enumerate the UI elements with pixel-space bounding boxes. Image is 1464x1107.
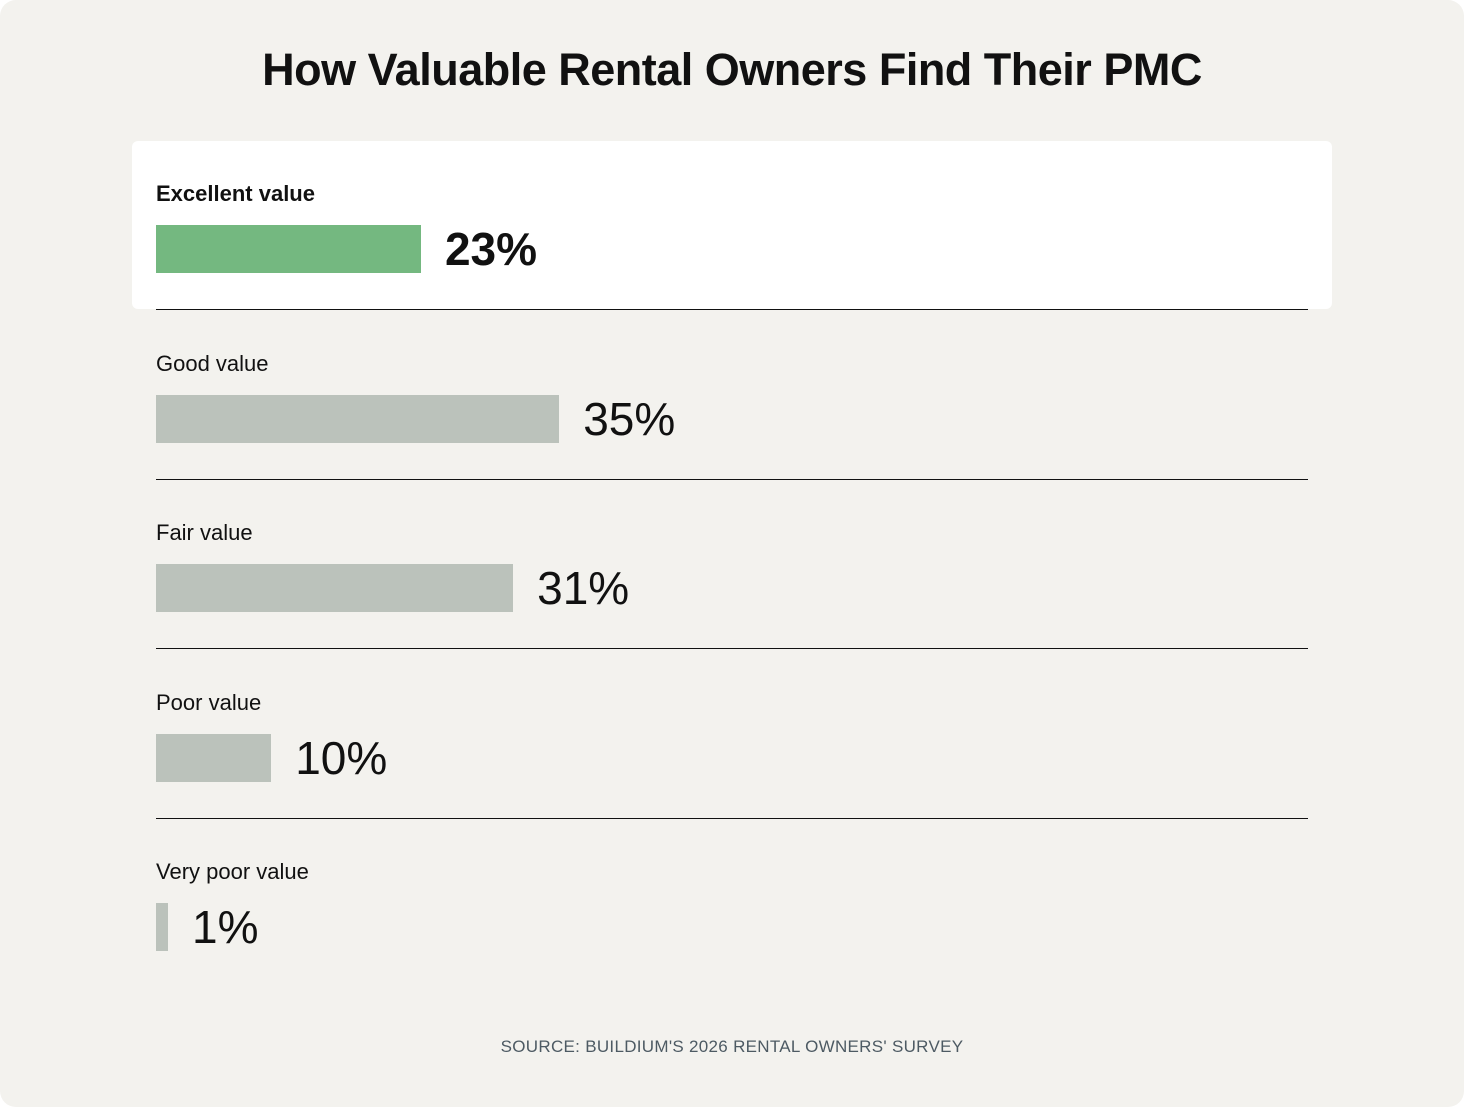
- row-divider: [156, 309, 1308, 310]
- row-divider: [156, 648, 1308, 649]
- value-label: 1%: [192, 901, 259, 953]
- bar: [156, 903, 168, 951]
- bar-row: Poor value 10%: [132, 650, 1332, 818]
- bar-row: Excellent value 23%: [132, 141, 1332, 309]
- value-label: 35%: [583, 392, 676, 445]
- value-label: 31%: [537, 562, 630, 614]
- bar: [156, 733, 272, 782]
- bar: [156, 564, 514, 612]
- category-label: Good value: [156, 350, 269, 376]
- row-divider: [156, 478, 1308, 480]
- value-label: 10%: [295, 731, 388, 784]
- bar: [156, 394, 560, 443]
- bar: [156, 225, 421, 273]
- value-label: 23%: [444, 223, 538, 275]
- bar-row: Fair value 31%: [132, 480, 1332, 648]
- category-label: Fair value: [156, 520, 253, 545]
- bar-row: Good value 35%: [132, 311, 1332, 479]
- chart-title: How Valuable Rental Owners Find Their PM…: [262, 44, 1202, 95]
- category-label: Very poor value: [156, 859, 309, 884]
- row-divider: [156, 817, 1308, 819]
- category-label: Poor value: [156, 689, 262, 715]
- bar-row: Very poor value 1%: [132, 819, 1332, 987]
- category-label: Excellent value: [156, 181, 315, 206]
- source-note: SOURCE: BUILDIUM'S 2026 RENTAL OWNERS' S…: [500, 1037, 964, 1056]
